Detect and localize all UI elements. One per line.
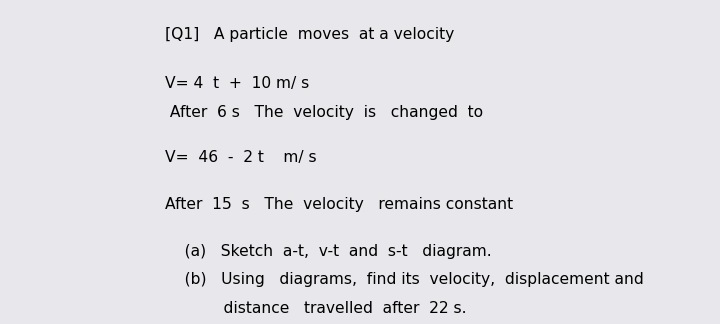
Text: After  15  s   The  velocity   remains constant: After 15 s The velocity remains constant — [165, 197, 513, 212]
Text: (a)   Sketch  a-t,  v-t  and  s-t   diagram.: (a) Sketch a-t, v-t and s-t diagram. — [165, 244, 491, 259]
Text: [Q1]   A particle  moves  at a velocity: [Q1] A particle moves at a velocity — [165, 27, 454, 42]
Text: After  6 s   The  velocity  is   changed  to: After 6 s The velocity is changed to — [165, 105, 483, 120]
Text: distance   travelled  after  22 s.: distance travelled after 22 s. — [165, 301, 467, 316]
Text: V= 4  t  +  10 m/ s: V= 4 t + 10 m/ s — [165, 76, 309, 91]
Text: V=  46  -  2 t    m/ s: V= 46 - 2 t m/ s — [165, 150, 316, 165]
Text: (b)   Using   diagrams,  find its  velocity,  displacement and: (b) Using diagrams, find its velocity, d… — [165, 272, 644, 287]
